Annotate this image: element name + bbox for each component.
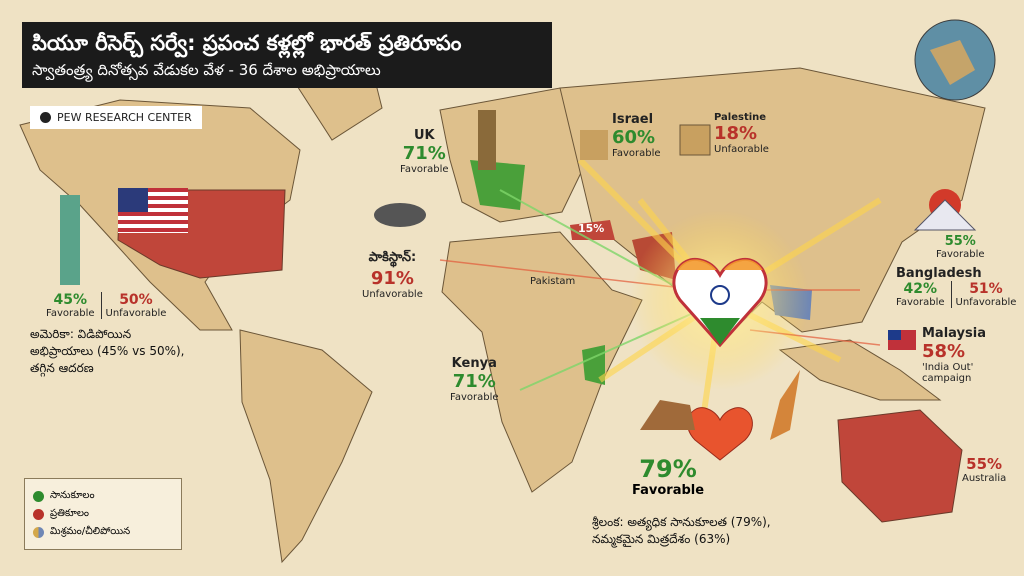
percent: 50% <box>119 292 153 308</box>
note-line: అభిప్రాయాలు (45% vs 50%), <box>30 344 185 358</box>
storm-cloud <box>374 203 426 227</box>
legend-swatch <box>33 526 44 538</box>
usa-note: అమెరికా: విడిపోయిన అభిప్రాయాలు (45% vs 5… <box>30 326 185 377</box>
label: Unfavorable <box>955 297 1017 308</box>
legend-swatch <box>33 508 44 520</box>
label: Favorable <box>46 308 95 319</box>
percent: 58% <box>922 341 966 362</box>
sri-lanka-callout: 79% Favorable <box>632 455 704 498</box>
country: UK <box>413 128 435 143</box>
split: 42% Favorable 51% Unfavorable <box>896 281 1016 308</box>
sigiriya-rock <box>640 400 695 430</box>
legend-item: సానుకూలం <box>33 489 173 503</box>
usa-callout: 45% Favorable 50% Unfavorable <box>46 292 166 319</box>
percent: 60% <box>612 127 656 148</box>
australia <box>837 409 963 523</box>
percent: 55% <box>944 234 976 249</box>
logo-icon <box>40 112 51 123</box>
australia-callout: 55% Australia <box>962 455 1006 484</box>
legend-label: ప్రతికూలం <box>50 508 89 519</box>
malaysia-canton <box>888 330 901 340</box>
japan-callout: 55% Favorable <box>936 234 985 260</box>
palestine-callout: Palestine 18% Unfaorable <box>714 112 769 155</box>
label: Favorable <box>632 483 705 498</box>
favorable: 45% Favorable <box>46 292 95 319</box>
israel-wall <box>580 130 608 160</box>
country: పాకిస్థాన్: <box>368 250 417 265</box>
note-line: నమ్మకమైన మిత్రదేశం (63%) <box>592 532 731 546</box>
chakra <box>710 285 730 305</box>
uk-callout: UK 71% Favorable <box>400 128 449 175</box>
country: Israel <box>612 112 654 127</box>
note-line: అమెరికా: విడిపోయిన <box>30 327 132 341</box>
palestine-wall <box>679 124 711 156</box>
india-green <box>700 318 740 345</box>
percent: 71% <box>402 143 446 164</box>
header: పియూ రీసెర్చ్ సర్వే: ప్రపంచ కళ్లల్లో భార… <box>22 22 552 88</box>
label: Favorable <box>936 249 985 260</box>
uk-europe-favorable <box>470 160 525 210</box>
label: Unfavorable <box>105 308 167 319</box>
note-line: శ్రీలంక: అత్యధిక సానుకూలత (79%), <box>592 515 771 529</box>
map-label: Pakistam <box>530 276 576 287</box>
israel-callout: Israel 60% Favorable <box>612 112 661 159</box>
label: Unfavorable <box>362 289 423 300</box>
country: Malaysia <box>922 326 986 341</box>
percent: 18% <box>714 123 758 144</box>
legend-label: సానుకూలం <box>50 490 95 501</box>
unfavorable: 50% Unfavorable <box>100 292 167 319</box>
legend-swatch <box>33 490 44 502</box>
malaysia-callout: Malaysia 58% 'India Out' campaign <box>922 326 1024 384</box>
country: Bangladesh <box>896 266 982 281</box>
us-flag-canton <box>118 188 148 212</box>
legend-label: మిశ్రమం/చీలిపోయిన <box>50 526 131 537</box>
africa <box>441 231 643 493</box>
legend: సానుకూలం ప్రతికూలం మిశ్రమం/చీలిపోయిన <box>24 478 182 550</box>
legend-item: ప్రతికూలం <box>33 507 173 521</box>
map-label: 15% <box>578 222 605 235</box>
dancer <box>770 370 800 440</box>
us-flag-stripes <box>118 188 188 232</box>
label: Favorable <box>450 392 499 403</box>
title: పియూ రీసెర్చ్ సర్వే: ప్రపంచ కళ్లల్లో భార… <box>32 31 462 55</box>
country: Kenya <box>451 356 497 371</box>
mount-fuji <box>913 199 977 231</box>
percent: 42% <box>903 281 938 297</box>
label: Favorable <box>400 164 449 175</box>
percent: 45% <box>53 292 88 308</box>
label: Unfaorable <box>714 144 769 155</box>
percent: 79% <box>639 455 697 483</box>
south-america <box>239 329 373 564</box>
country: Australia <box>962 473 1007 484</box>
percent: 55% <box>966 455 1003 473</box>
label: Favorable <box>896 297 945 308</box>
kenya-callout: Kenya 71% Favorable <box>450 356 499 403</box>
label: Favorable <box>612 148 661 159</box>
legend-item: మిశ్రమం/చీలిపోయిన <box>33 525 173 539</box>
indonesia <box>778 339 942 401</box>
country: Palestine <box>714 112 767 123</box>
percent: 71% <box>452 371 496 392</box>
statue-of-liberty <box>60 195 80 285</box>
percent: 91% <box>370 268 414 289</box>
bangladesh-callout: Bangladesh 42% Favorable 51% Unfavorable <box>896 266 1016 308</box>
sri-lanka-note: శ్రీలంక: అత్యధిక సానుకూలత (79%), నమ్మకమై… <box>592 514 771 548</box>
percent: 51% <box>969 281 1003 297</box>
label: 'India Out' campaign <box>922 362 974 384</box>
note-line: తగ్గిన ఆదరణ <box>30 361 94 375</box>
unfavorable: 51% Unfavorable <box>950 281 1017 308</box>
subtitle: స్వాతంత్ర్య దినోత్సవ వేడుకల వేళ - 36 దేశ… <box>32 61 381 79</box>
big-ben <box>478 110 496 170</box>
globe-land <box>930 40 975 85</box>
source-logo: PEW RESEARCH CENTER <box>30 106 202 129</box>
pakistan-callout: పాకిస్థాన్: 91% Unfavorable <box>362 250 423 300</box>
source: PEW RESEARCH CENTER <box>57 111 192 124</box>
favorable: 42% Favorable <box>896 281 945 308</box>
